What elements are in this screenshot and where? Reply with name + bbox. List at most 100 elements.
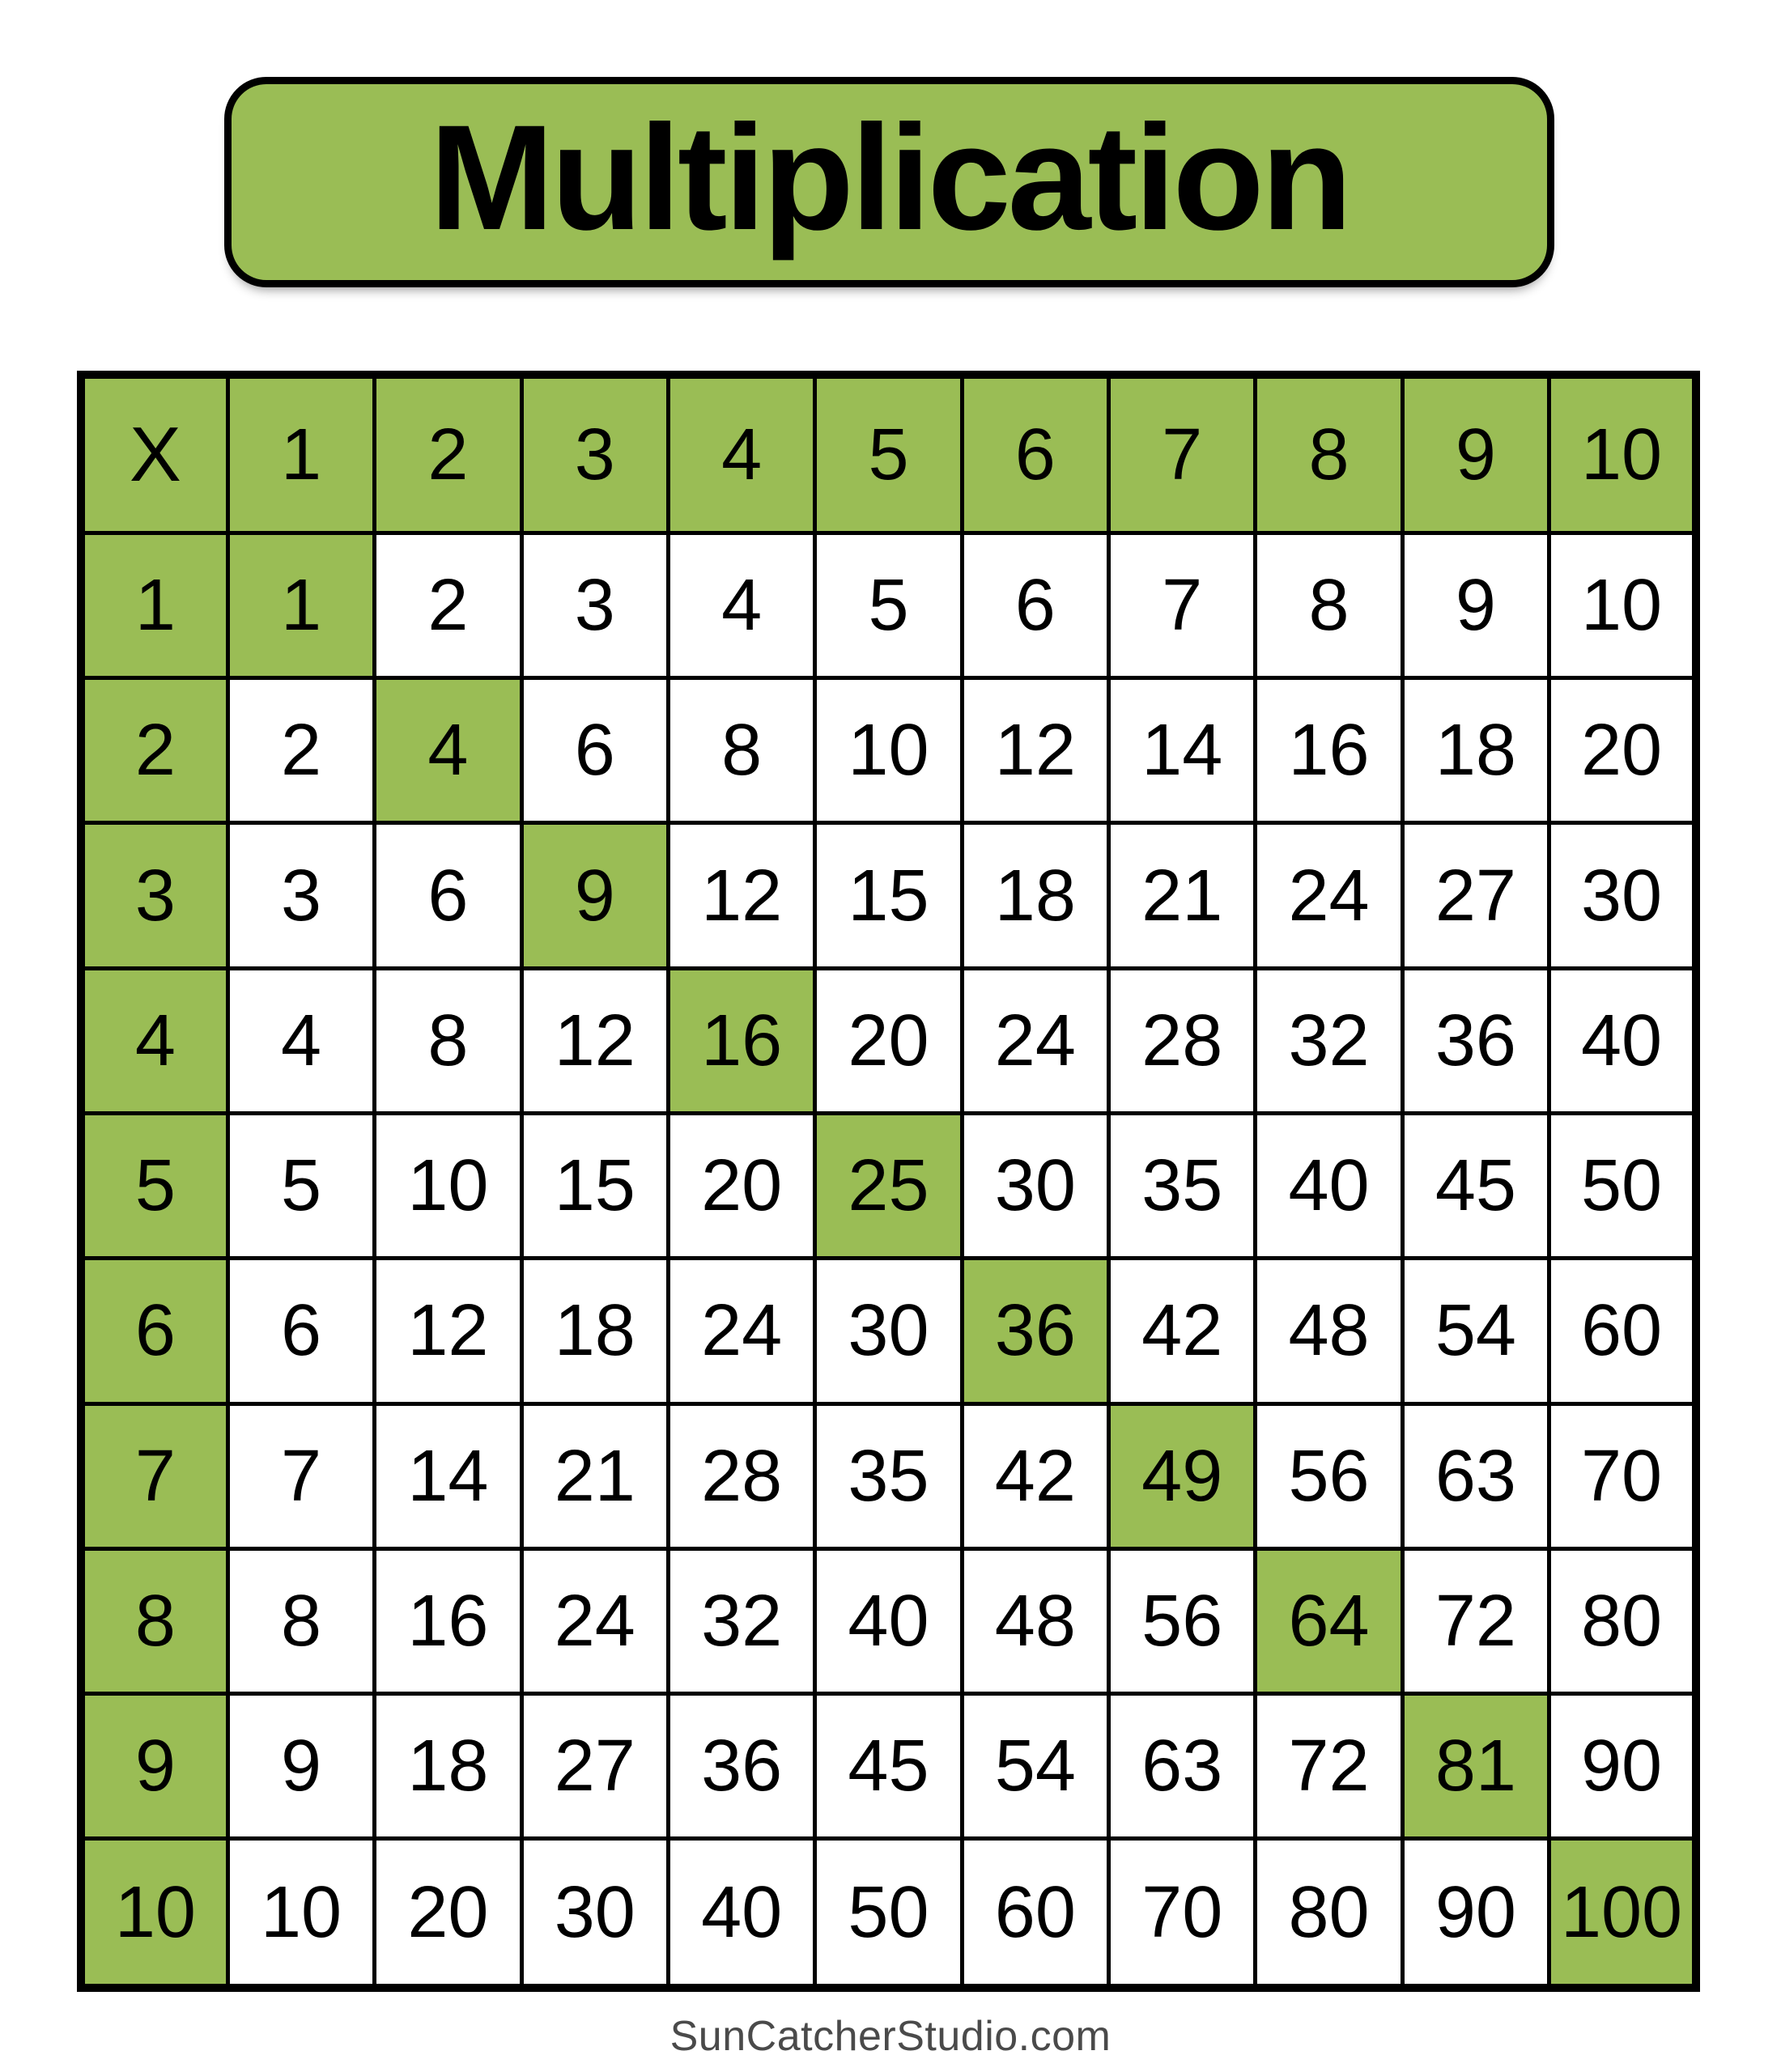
product-cell: 6	[372, 821, 524, 970]
product-cell: 18	[372, 1692, 524, 1841]
product-cell: 6	[519, 676, 670, 826]
square-product-cell: 4	[372, 676, 524, 826]
product-cell: 54	[959, 1692, 1112, 1841]
product-cell: 50	[813, 1836, 964, 1990]
product-cell: 30	[1547, 821, 1698, 970]
product-cell: 28	[1107, 966, 1258, 1115]
row-header-cell: 10	[79, 1836, 230, 1990]
product-cell: 5	[225, 1110, 377, 1261]
row-header-cell: 7	[79, 1401, 230, 1551]
product-cell: 21	[519, 1401, 670, 1551]
product-cell: 45	[813, 1692, 964, 1841]
product-cell: 21	[1107, 821, 1258, 970]
product-cell: 12	[959, 676, 1112, 826]
multiplication-table: X 1 2 3 4 5 6 7 8 9 10 1 1 2 3 4 5 6 7 8 9 10 2 2 4 6 8 10 12 14 16 18 2…	[77, 371, 1700, 1992]
product-cell: 90	[1547, 1692, 1698, 1841]
square-product-cell: 9	[519, 821, 670, 970]
product-cell: 8	[665, 676, 818, 826]
product-cell: 35	[1107, 1110, 1258, 1261]
table-row: 2 2 4 6 8 10 12 14 16 18 20	[79, 676, 1698, 826]
table-row: 9 9 18 27 36 45 54 63 72 81 90	[79, 1692, 1698, 1841]
col-header-cell: 2	[372, 372, 524, 535]
product-cell: 20	[813, 966, 964, 1115]
product-cell: 15	[813, 821, 964, 970]
product-cell: 30	[813, 1256, 964, 1406]
table-row: 5 5 10 15 20 25 30 35 40 45 50	[79, 1110, 1698, 1261]
product-cell: 7	[1107, 530, 1258, 681]
table-row: 10 10 20 30 40 50 60 70 80 90 100	[79, 1836, 1698, 1990]
col-header-cell: 7	[1107, 372, 1258, 535]
product-cell: 10	[813, 676, 964, 826]
product-cell: 35	[813, 1401, 964, 1551]
product-cell: 48	[1253, 1256, 1405, 1406]
product-cell: 48	[959, 1546, 1112, 1696]
product-cell: 63	[1107, 1692, 1258, 1841]
product-cell: 27	[1400, 821, 1552, 970]
table-row: 4 4 8 12 16 20 24 28 32 36 40	[79, 966, 1698, 1115]
product-cell: 45	[1400, 1110, 1552, 1261]
product-cell: 15	[519, 1110, 670, 1261]
product-cell: 56	[1107, 1546, 1258, 1696]
table-row: 8 8 16 24 32 40 48 56 64 72 80	[79, 1546, 1698, 1696]
title-badge: Multiplication	[224, 77, 1554, 287]
product-cell: 12	[519, 966, 670, 1115]
product-cell: 60	[959, 1836, 1112, 1990]
product-cell: 14	[1107, 676, 1258, 826]
product-cell: 9	[1400, 530, 1552, 681]
square-product-cell: 16	[665, 966, 818, 1115]
col-header-cell: 5	[813, 372, 964, 535]
product-cell: 24	[959, 966, 1112, 1115]
product-cell: 8	[225, 1546, 377, 1696]
product-cell: 8	[1253, 530, 1405, 681]
product-cell: 16	[372, 1546, 524, 1696]
product-cell: 9	[225, 1692, 377, 1841]
product-cell: 18	[519, 1256, 670, 1406]
square-product-cell: 49	[1107, 1401, 1258, 1551]
product-cell: 40	[665, 1836, 818, 1990]
product-cell: 32	[1253, 966, 1405, 1115]
row-header-cell: 6	[79, 1256, 230, 1406]
square-product-cell: 81	[1400, 1692, 1552, 1841]
product-cell: 3	[519, 530, 670, 681]
corner-cell: X	[79, 372, 230, 535]
table-row: 7 7 14 21 28 35 42 49 56 63 70	[79, 1401, 1698, 1551]
product-cell: 60	[1547, 1256, 1698, 1406]
product-cell: 18	[959, 821, 1112, 970]
product-cell: 30	[959, 1110, 1112, 1261]
product-cell: 56	[1253, 1401, 1405, 1551]
product-cell: 20	[665, 1110, 818, 1261]
product-cell: 8	[372, 966, 524, 1115]
product-cell: 70	[1107, 1836, 1258, 1990]
product-cell: 63	[1400, 1401, 1552, 1551]
row-header-cell: 8	[79, 1546, 230, 1696]
square-product-cell: 25	[813, 1110, 964, 1261]
product-cell: 12	[665, 821, 818, 970]
product-cell: 70	[1547, 1401, 1698, 1551]
product-cell: 27	[519, 1692, 670, 1841]
product-cell: 2	[372, 530, 524, 681]
col-header-cell: 9	[1400, 372, 1552, 535]
product-cell: 32	[665, 1546, 818, 1696]
product-cell: 14	[372, 1401, 524, 1551]
square-product-cell: 36	[959, 1256, 1112, 1406]
product-cell: 80	[1253, 1836, 1405, 1990]
row-header-cell: 3	[79, 821, 230, 970]
product-cell: 72	[1400, 1546, 1552, 1696]
product-cell: 40	[1253, 1110, 1405, 1261]
product-cell: 42	[1107, 1256, 1258, 1406]
product-cell: 5	[813, 530, 964, 681]
product-cell: 6	[225, 1256, 377, 1406]
multiplication-table-body: X 1 2 3 4 5 6 7 8 9 10 1 1 2 3 4 5 6 7 8 9 10 2 2 4 6 8 10 12 14 16 18 2…	[79, 372, 1698, 1990]
product-cell: 20	[372, 1836, 524, 1990]
col-header-cell: 10	[1547, 372, 1698, 535]
table-row: 1 1 2 3 4 5 6 7 8 9 10	[79, 530, 1698, 681]
product-cell: 4	[225, 966, 377, 1115]
product-cell: 3	[225, 821, 377, 970]
product-cell: 24	[519, 1546, 670, 1696]
product-cell: 16	[1253, 676, 1405, 826]
product-cell: 30	[519, 1836, 670, 1990]
product-cell: 12	[372, 1256, 524, 1406]
product-cell: 2	[225, 676, 377, 826]
product-cell: 40	[1547, 966, 1698, 1115]
